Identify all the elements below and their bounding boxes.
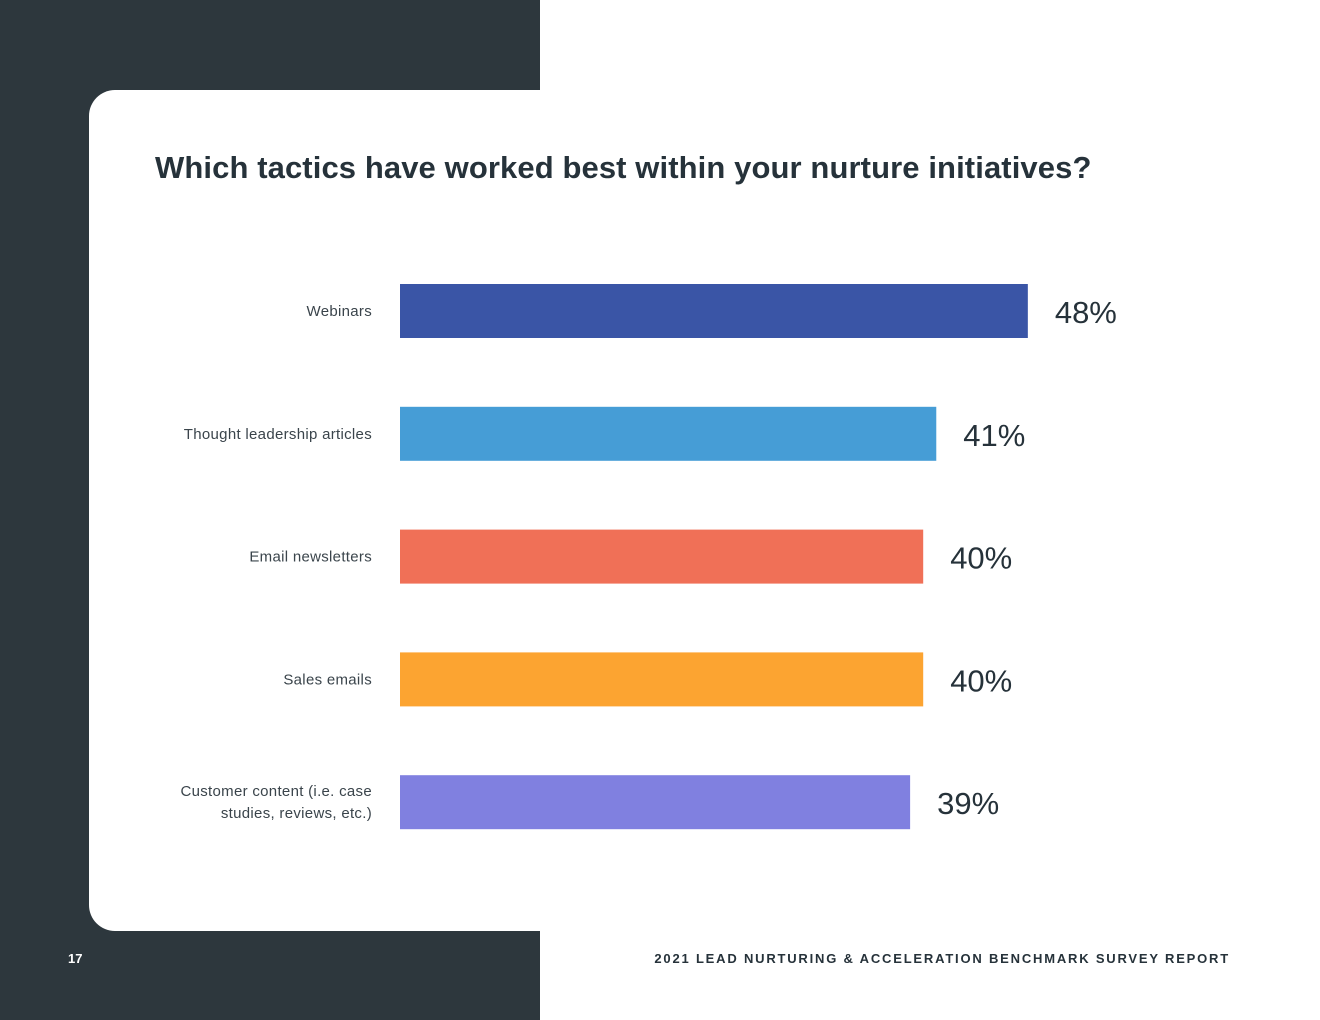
- category-label-line: Email newsletters: [249, 549, 372, 566]
- category-label-line: Webinars: [307, 303, 372, 320]
- category-label-line: Customer content (i.e. case: [180, 783, 372, 800]
- value-label-email-newsletters: 40%: [950, 541, 1012, 576]
- value-label-webinars: 48%: [1055, 295, 1117, 330]
- bar-thought-leadership-articles: [400, 406, 937, 461]
- category-label-line: Sales emails: [283, 671, 372, 688]
- chart-title: Which tactics have worked best within yo…: [155, 150, 1092, 185]
- bar-sales-emails: [400, 652, 924, 707]
- category-label-webinars: Webinars: [307, 303, 372, 320]
- bar-webinars: [400, 284, 1028, 338]
- category-label-customer-content-i-e-case-studies-reviews-etc: Customer content (i.e. case studies, revi…: [180, 783, 372, 822]
- page-number: 17: [68, 951, 83, 966]
- category-label-sales-emails: Sales emails: [283, 671, 372, 688]
- category-label-line: studies, reviews, etc.): [221, 805, 372, 822]
- bar-email-newsletters: [400, 529, 924, 584]
- category-label-thought-leadership-articles: Thought leadership articles: [184, 426, 372, 443]
- bar-customer-content-i-e-case-studies-reviews-etc: [400, 775, 911, 830]
- report-title: 2021 LEAD NURTURING & ACCELERATION BENCH…: [654, 951, 1230, 966]
- value-label-thought-leadership-articles: 41%: [963, 418, 1025, 453]
- category-label-line: Thought leadership articles: [184, 426, 372, 443]
- category-label-email-newsletters: Email newsletters: [249, 549, 372, 566]
- value-label-customer-content-i-e-case-studies-reviews-etc: 39%: [937, 786, 999, 821]
- value-label-sales-emails: 40%: [950, 663, 1012, 698]
